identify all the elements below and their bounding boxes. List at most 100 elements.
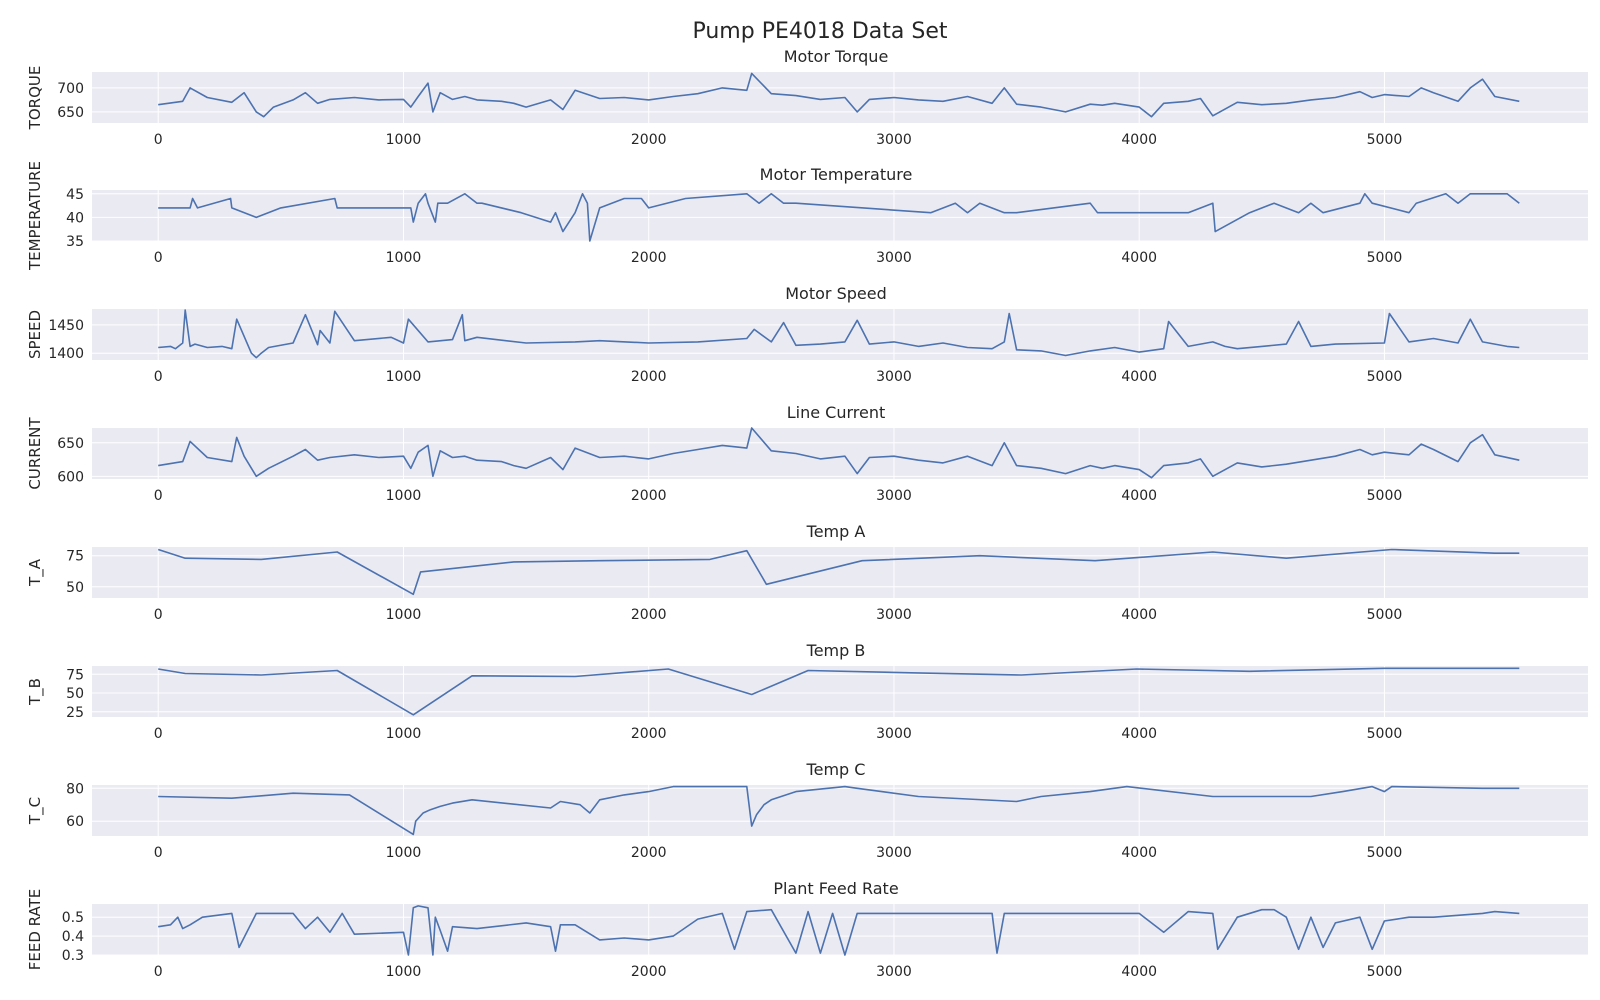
y-tick-label: 0.5: [62, 910, 84, 926]
y-tick-label: 1450: [48, 318, 84, 334]
x-tick-label: 1000: [386, 607, 422, 623]
x-tick-label: 4000: [1121, 607, 1157, 623]
y-tick-label: 700: [57, 81, 84, 97]
x-tick-label: 2000: [631, 964, 667, 980]
x-tick-label: 2000: [631, 488, 667, 504]
series-line-0: [157, 548, 1520, 596]
subplot-title: Temp B: [806, 641, 866, 660]
x-tick-label: 0: [154, 607, 163, 623]
subplot-title: Line Current: [787, 403, 886, 422]
subplot-2: 1400 1450 0 1000 2000 3000 4000 5000 Motor Speed…: [26, 284, 1588, 385]
x-tick-label: 5000: [1367, 488, 1403, 504]
plot-area: [92, 785, 1588, 836]
y-tick-label: 35: [66, 234, 84, 250]
subplot-7: 0.3 0.4 0.5 0 1000 2000 3000 4000 5000 Plant Feed…: [26, 879, 1588, 980]
plot-area: [92, 904, 1588, 955]
x-tick-label: 5000: [1367, 369, 1403, 385]
y-tick-label: 50: [66, 580, 84, 596]
plot-area: [92, 428, 1588, 479]
y-axis-label: T_B: [26, 678, 45, 706]
x-tick-label: 2000: [631, 132, 667, 148]
x-tick-label: 2000: [631, 726, 667, 742]
y-tick-label: 0.3: [62, 948, 84, 964]
x-tick-label: 4000: [1121, 488, 1157, 504]
x-tick-label: 0: [154, 250, 163, 266]
x-tick-label: 2000: [631, 845, 667, 861]
subplot-title: Temp C: [806, 760, 866, 779]
subplot-title: Motor Temperature: [760, 165, 913, 184]
series-line-0: [158, 72, 1520, 118]
x-tick-label: 1000: [386, 845, 422, 861]
x-tick-label: 5000: [1367, 845, 1403, 861]
subplot-title: Motor Speed: [785, 284, 886, 303]
subplot-title: Temp A: [806, 522, 866, 541]
series-line-0: [158, 193, 1520, 242]
y-axis-label: T_A: [26, 558, 45, 587]
x-tick-label: 5000: [1367, 607, 1403, 623]
x-tick-label: 2000: [631, 250, 667, 266]
x-tick-label: 1000: [386, 250, 422, 266]
x-tick-label: 0: [154, 964, 163, 980]
y-tick-label: 0.4: [62, 929, 84, 945]
x-tick-label: 2000: [631, 607, 667, 623]
plot-area: [92, 190, 1588, 241]
x-tick-label: 5000: [1367, 250, 1403, 266]
subplot-1: 35 40 45 0 1000 2000 3000 4000 5000 Motor Tempera…: [26, 161, 1588, 271]
y-tick-label: 75: [66, 549, 84, 565]
y-axis-label: FEED RATE: [26, 889, 44, 970]
x-tick-label: 1000: [386, 964, 422, 980]
y-tick-label: 600: [57, 469, 84, 485]
x-tick-label: 1000: [386, 488, 422, 504]
x-tick-label: 0: [154, 488, 163, 504]
x-tick-label: 3000: [876, 132, 912, 148]
plot-area: [92, 309, 1588, 360]
series-line-0: [158, 309, 1520, 359]
x-tick-label: 3000: [876, 845, 912, 861]
x-tick-label: 0: [154, 132, 163, 148]
x-tick-label: 0: [154, 369, 163, 385]
y-tick-label: 650: [57, 105, 84, 121]
series-line-0: [158, 667, 1520, 716]
y-tick-label: 25: [66, 705, 84, 721]
y-tick-label: 60: [66, 814, 84, 830]
x-tick-label: 2000: [631, 369, 667, 385]
series-line-0: [158, 785, 1520, 836]
y-axis-label: CURRENT: [26, 417, 44, 490]
y-tick-label: 40: [66, 210, 84, 226]
subplot-6: 60 80 0 1000 2000 3000 4000 5000 Temp C T_C: [26, 760, 1588, 861]
x-tick-label: 5000: [1367, 964, 1403, 980]
y-tick-label: 650: [57, 436, 84, 452]
subplot-5: 25 50 75 0 1000 2000 3000 4000 5000 Temp B T_B: [26, 641, 1588, 742]
x-tick-label: 4000: [1121, 845, 1157, 861]
x-tick-label: 5000: [1367, 726, 1403, 742]
subplot-title: Motor Torque: [784, 47, 889, 66]
y-tick-label: 1400: [48, 346, 84, 362]
plot-area: [92, 666, 1588, 717]
y-tick-label: 45: [66, 187, 84, 203]
y-tick-label: 50: [66, 686, 84, 702]
x-tick-label: 4000: [1121, 369, 1157, 385]
x-tick-label: 3000: [876, 726, 912, 742]
x-tick-label: 1000: [386, 132, 422, 148]
series-line-0: [158, 905, 1520, 956]
subplot-title: Plant Feed Rate: [773, 879, 898, 898]
y-axis-label: SPEED: [26, 310, 44, 359]
y-axis-label: T_C: [26, 797, 45, 825]
x-tick-label: 4000: [1121, 726, 1157, 742]
x-tick-label: 3000: [876, 369, 912, 385]
subplot-4: 50 75 0 1000 2000 3000 4000 5000 Temp A T_A: [26, 522, 1588, 623]
x-tick-label: 3000: [876, 607, 912, 623]
x-tick-label: 4000: [1121, 964, 1157, 980]
y-axis-label: TEMPERATURE: [26, 161, 44, 271]
subplot-3: 600 650 0 1000 2000 3000 4000 5000 Line Current C…: [26, 403, 1588, 504]
x-tick-label: 0: [154, 845, 163, 861]
x-tick-label: 1000: [386, 369, 422, 385]
x-tick-label: 3000: [876, 964, 912, 980]
x-tick-label: 1000: [386, 726, 422, 742]
x-tick-label: 3000: [876, 488, 912, 504]
subplot-0: 650 700 0 1000 2000 3000 4000 5000 Motor Torque T…: [26, 47, 1588, 148]
series-line-0: [158, 427, 1520, 479]
